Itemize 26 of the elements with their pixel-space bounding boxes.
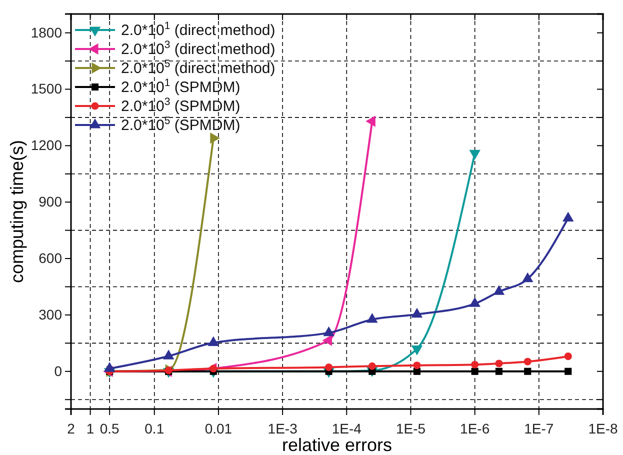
x-axis-title: relative errors bbox=[282, 435, 392, 455]
x-tick-label: 0.01 bbox=[204, 420, 232, 436]
legend-label: 2.0*10$^{5}$ (direct method) bbox=[121, 58, 276, 77]
legend-label: 2.0*10$^{1}$ (direct method) bbox=[121, 20, 276, 39]
y-tick-label: 300 bbox=[38, 306, 62, 322]
x-tick-label: 1E-8 bbox=[588, 420, 618, 436]
x-tick-label: 1E-4 bbox=[332, 420, 362, 436]
legend-label: 2.0*10$^{5}$ (SPMDM) bbox=[121, 115, 240, 134]
y-tick-label: 1800 bbox=[30, 24, 62, 40]
legend-label: 2.0*10$^{1}$ (SPMDM) bbox=[121, 77, 240, 96]
x-tick-label: 1E-3 bbox=[268, 420, 298, 436]
x-tick-label: 2 bbox=[67, 420, 76, 436]
y-tick-label: 1500 bbox=[30, 80, 62, 97]
x-tick-label: 1E-6 bbox=[460, 420, 490, 436]
x-tick-label: 0.5 bbox=[100, 420, 120, 436]
legend-label: 2.0*10$^{3}$ (SPMDM) bbox=[121, 96, 240, 115]
legend-label: 2.0*10$^{3}$ (direct method) bbox=[121, 39, 276, 58]
y-tick-label: 900 bbox=[38, 194, 62, 210]
y-axis-title: computing time(s) bbox=[7, 140, 27, 284]
x-tick-label: 1E-5 bbox=[396, 420, 426, 436]
y-tick-label: 600 bbox=[38, 250, 62, 266]
y-tick-label: 0 bbox=[54, 362, 62, 379]
x-tick-label: 0.1 bbox=[144, 420, 164, 436]
x-tick-label: 1 bbox=[86, 420, 94, 436]
x-tick-label: 1E-7 bbox=[524, 420, 554, 436]
y-tick-label: 1200 bbox=[30, 137, 62, 154]
